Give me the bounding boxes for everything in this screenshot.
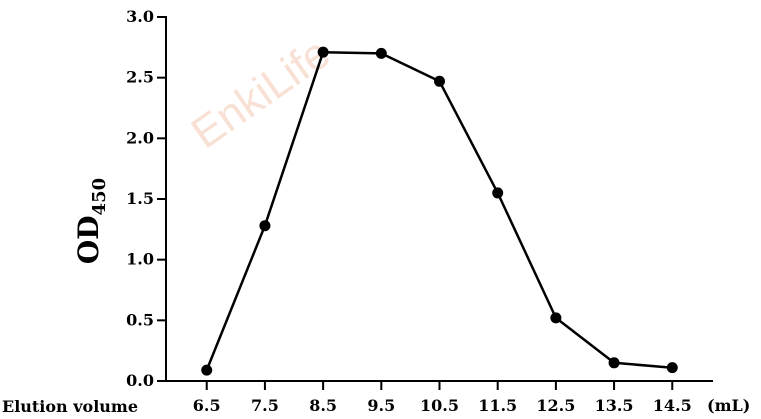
y-axis-title-subscript: 450 [89,178,110,216]
data-point [550,312,562,324]
x-tick-label: 7.5 [251,396,279,415]
data-point [608,357,620,369]
data-series [201,46,678,376]
y-tick-label: 3.0 [126,7,154,26]
x-tick-label: 8.5 [309,396,337,415]
x-tick-label: 11.5 [478,396,517,415]
data-point [666,362,678,374]
y-tick-label: 0.5 [126,310,154,329]
watermark: EnkiLife [183,28,339,158]
x-axis-unit: (mL) [707,396,750,415]
x-axis-title: Elution volume [2,397,138,416]
x-tick-label: 12.5 [536,396,575,415]
x-axis: 6.5 7.5 8.5 9.5 10.5 11.5 12.5 13.5 14.5 [166,380,713,415]
y-tick-label: 0.0 [126,371,154,390]
x-tick-label: 9.5 [367,396,395,415]
x-tick-label: 6.5 [193,396,221,415]
data-point [375,47,387,59]
y-axis: 0.0 0.5 1.0 1.5 2.0 2.5 3.0 [126,7,167,390]
x-tick-label: 10.5 [420,396,459,415]
y-tick-label: 1.5 [126,189,154,208]
x-tick-label: 14.5 [653,396,692,415]
data-point [317,46,329,58]
y-tick-label: 2.5 [126,68,154,87]
data-point [201,364,213,376]
data-point [259,220,271,232]
y-axis-title: OD450 [72,178,110,264]
data-point [492,187,504,199]
y-tick-label: 2.0 [126,128,154,147]
data-point [434,75,445,87]
y-tick-label: 1.0 [126,250,154,269]
y-axis-title-main: OD [72,215,105,264]
x-tick-label: 13.5 [595,396,634,415]
